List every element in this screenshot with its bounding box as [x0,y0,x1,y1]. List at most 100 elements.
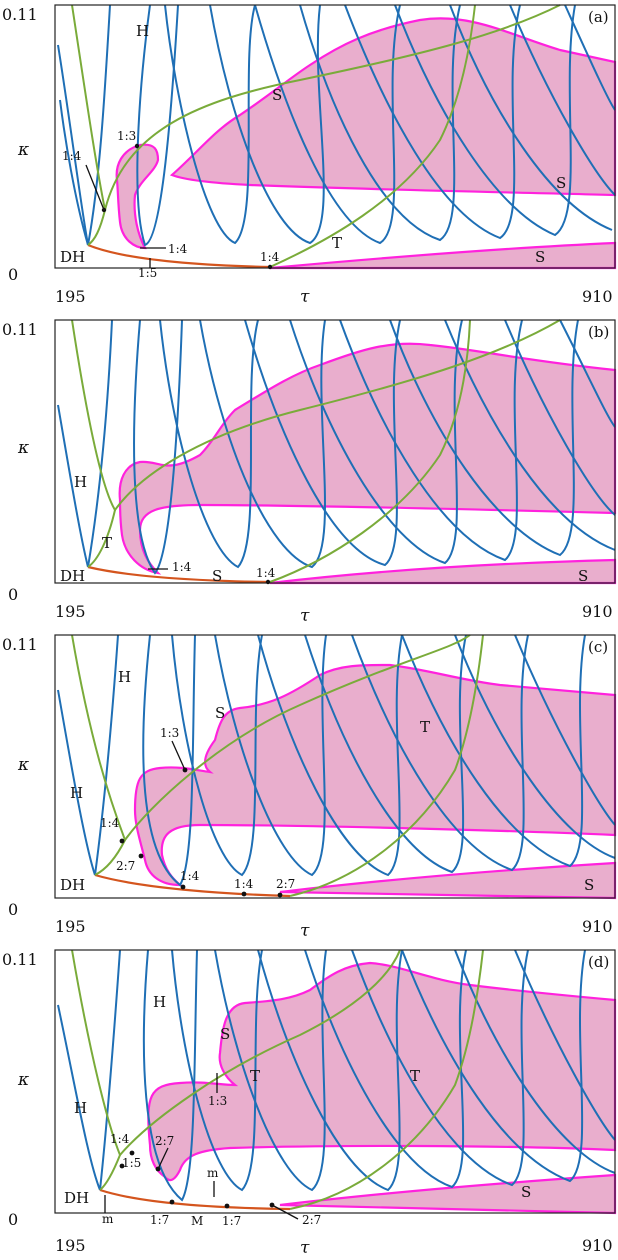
label-1-4-b: 1:4 [180,869,200,883]
label-dh: DH [60,876,85,894]
torus-curves [71,4,561,268]
label-2-7-a: 2:7 [155,1134,174,1148]
label-2-7-a: 2:7 [116,859,135,873]
label-s2: S [584,876,594,894]
label-big-m: M [191,1214,203,1228]
label-s1: S [215,704,225,722]
label-m-lower: m [102,1212,114,1226]
hopf-curves [57,634,616,887]
label-1-4-a: 1:4 [100,816,120,830]
y-tick-top: 0.11 [2,320,38,339]
plot-frame [54,4,616,269]
y-axis-label: κ [17,1070,29,1090]
torus-curves [71,949,484,1210]
label-1-5: 1:5 [138,266,157,280]
locking-region-main [147,961,617,1182]
label-h1: H [118,668,131,686]
label-1-7-a: 1:7 [150,1213,169,1227]
label-1-4-b: 1:4 [168,242,188,256]
panel-tag: (d) [588,953,609,971]
panel-b: 0.11 0 κ 195 910 τ (b) H T DH S S 1:4 1:… [0,315,618,630]
label-1-4-b: 1:4 [256,566,276,580]
locking-region-left [115,143,160,250]
label-dh: DH [64,1189,89,1207]
x-axis-label: τ [300,606,310,626]
locking-region-bottom [269,241,617,270]
label-h2: H [74,1099,87,1117]
panel-c-figure: 0.11 0 κ 195 910 τ (c) H H S T S DH 1:3 … [2,634,617,941]
label-1-5: 1:5 [122,1156,141,1170]
y-tick-top: 0.11 [2,950,38,969]
resonance-base-curve [87,243,271,269]
label-h1: H [153,993,166,1011]
panel-d-figure: 0.11 0 κ 195 910 τ (d) H H S T T S DH 1:… [2,949,617,1258]
label-h: H [74,473,87,491]
label-dh: DH [60,567,85,585]
plot-frame [54,949,616,1214]
x-axis-label: τ [300,1238,310,1258]
label-s2: S [521,1183,531,1201]
resonance-base-curve [99,1188,291,1211]
y-axis-label: κ [17,438,29,458]
label-h2: H [70,784,83,802]
label-s2: S [578,567,588,585]
label-s1: S [212,567,222,585]
label-1-4-c: 1:4 [234,877,254,891]
x-tick-right: 910 [582,287,613,306]
label-1-4: 1:4 [110,1132,130,1146]
plot-frame [54,634,616,899]
label-t: T [102,534,112,552]
panel-tag: (b) [588,323,609,341]
label-1-3: 1:3 [117,129,136,143]
y-tick-top: 0.11 [2,635,38,654]
label-t: T [332,234,342,252]
y-tick-bottom: 0 [8,585,18,604]
label-s2: S [556,174,566,192]
label-1-4-a: 1:4 [172,560,192,574]
x-axis-label: τ [300,921,310,941]
label-1-4-a: 1:4 [62,149,82,163]
label-1-3: 1:3 [160,726,179,740]
locking-region-bottom [279,861,617,900]
label-s1: S [272,86,282,104]
label-1-3: 1:3 [208,1094,227,1108]
hopf-curves [57,949,616,1202]
label-2-7-b: 2:7 [276,877,295,891]
x-tick-left: 195 [55,1236,86,1255]
x-tick-left: 195 [55,287,86,306]
y-tick-bottom: 0 [8,1210,18,1229]
resonance-base-curve [87,565,271,584]
y-tick-bottom: 0 [8,900,18,919]
x-tick-left: 195 [55,602,86,621]
label-s3: S [535,248,545,266]
x-tick-right: 910 [582,1236,613,1255]
label-t1: T [250,1067,260,1085]
panel-a: 0.11 0 κ 195 910 τ (a) H S S S T DH 1:3 … [0,0,618,315]
x-tick-left: 195 [55,917,86,936]
label-1-4-c: 1:4 [260,250,280,264]
locking-region-bottom [279,1173,617,1215]
hopf-curves [57,319,616,575]
y-tick-top: 0.11 [2,5,38,24]
label-s1: S [220,1025,230,1043]
torus-curves [71,319,561,583]
torus-curves [71,634,484,897]
plot-frame [54,319,616,584]
x-tick-right: 910 [582,602,613,621]
y-axis-label: κ [17,755,29,775]
label-m-upper: m [207,1166,219,1180]
label-dh: DH [60,248,85,266]
locking-region-bottom [269,558,617,585]
label-2-7-b: 2:7 [302,1213,321,1227]
x-axis-label: τ [300,287,310,307]
hopf-curves [57,4,616,247]
panel-tag: (c) [588,638,608,656]
locking-region-main [118,342,617,575]
panel-b-figure: 0.11 0 κ 195 910 τ (b) H T DH S S 1:4 1:… [2,319,617,626]
y-axis-label: κ [17,140,29,160]
label-1-7-b: 1:7 [222,1214,241,1228]
label-h: H [136,22,149,40]
label-t: T [420,718,430,736]
panel-tag: (a) [588,8,609,26]
panel-a-figure: 0.11 0 κ 195 910 τ (a) H S S S T DH 1:3 … [2,4,617,307]
